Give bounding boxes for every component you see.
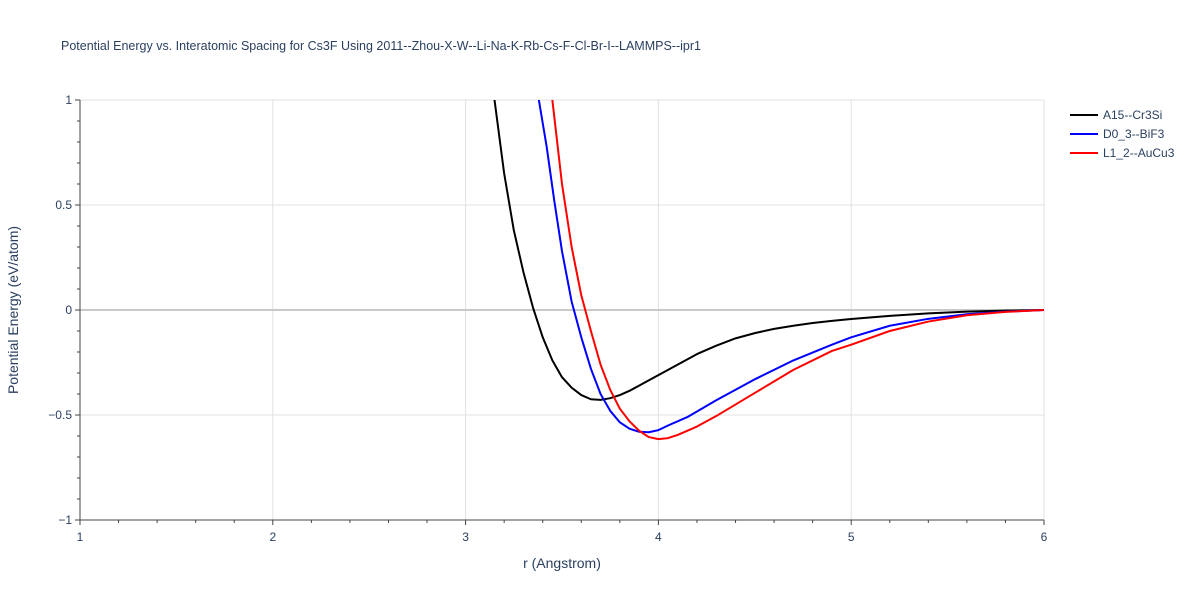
series-line-0 bbox=[493, 100, 1044, 401]
x-tick-label: 5 bbox=[848, 530, 855, 544]
x-axis-title: r (Angstrom) bbox=[523, 555, 601, 571]
legend-label: A15--Cr3Si bbox=[1103, 108, 1162, 122]
y-tick-label: 0.5 bbox=[55, 198, 72, 212]
axes: 1 2 3 4 5 6 −1 −0.5 0 0.5 1 bbox=[48, 93, 1047, 544]
x-tick-label: 4 bbox=[655, 530, 662, 544]
y-tick-label: 1 bbox=[65, 93, 72, 107]
chart-title: Potential Energy vs. Interatomic Spacing… bbox=[61, 39, 701, 53]
legend-item[interactable]: D0_3--BiF3 bbox=[1070, 127, 1165, 141]
x-tick-label: 1 bbox=[77, 530, 84, 544]
x-tick-label: 3 bbox=[462, 530, 469, 544]
legend-label: L1_2--AuCu3 bbox=[1103, 146, 1175, 160]
legend-item[interactable]: A15--Cr3Si bbox=[1070, 108, 1162, 122]
legend-label: D0_3--BiF3 bbox=[1103, 127, 1165, 141]
y-tick-label: 0 bbox=[65, 303, 72, 317]
series-layer bbox=[493, 100, 1044, 441]
y-axis-title: Potential Energy (eV/atom) bbox=[5, 226, 21, 394]
x-tick-label: 6 bbox=[1041, 530, 1048, 544]
y-tick-label: −0.5 bbox=[48, 408, 72, 422]
legend[interactable]: A15--Cr3Si D0_3--BiF3 L1_2--AuCu3 bbox=[1070, 108, 1175, 160]
legend-item[interactable]: L1_2--AuCu3 bbox=[1070, 146, 1175, 160]
x-tick-label: 2 bbox=[269, 530, 276, 544]
series-line-2 bbox=[551, 100, 1044, 441]
y-tick-label: −1 bbox=[58, 513, 72, 527]
series-line-1 bbox=[537, 100, 1044, 434]
